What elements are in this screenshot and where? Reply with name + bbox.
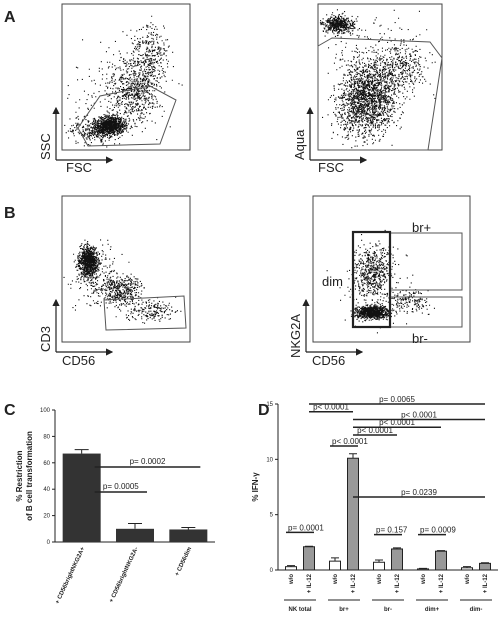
error-bar (419, 567, 427, 569)
x-tick-label: w/o (377, 574, 383, 585)
x-group-label: dim+ (425, 607, 440, 613)
bar (373, 561, 385, 571)
y-tick-label: 15 (266, 402, 273, 408)
x-tick-label: + CD56brightNKG2A- (109, 546, 140, 603)
error-bar (287, 565, 295, 567)
error-bar (331, 557, 339, 562)
bar (417, 568, 429, 571)
x-tick-label: w/o (421, 574, 427, 585)
axis-label: NKG2A (288, 314, 303, 358)
axis-label: CD3 (38, 326, 53, 352)
x-tick-label: + IL-12 (351, 573, 357, 593)
bar (347, 457, 359, 571)
error-bar (181, 526, 196, 530)
dot-cloud (63, 239, 182, 324)
panel-label: B (4, 205, 16, 222)
y-axis-label: of B cell transformation (25, 431, 34, 521)
flow-frames (61, 3, 471, 343)
p-value: p= 0.157 (376, 526, 408, 535)
bar (479, 562, 491, 571)
x-tick-label: + CD56dim (175, 546, 194, 577)
axis-label: CD56 (62, 353, 95, 368)
error-bar (393, 547, 401, 549)
y-tick-label: 60 (43, 461, 50, 467)
bar (435, 550, 447, 571)
x-group-label: NK total (289, 607, 312, 613)
gate-label: br+ (412, 220, 431, 235)
p-value: p< 0.0001 (313, 403, 349, 412)
error-bar (375, 559, 383, 563)
x-group-label: br- (384, 607, 392, 613)
gate-label: dim (322, 274, 343, 289)
bar (329, 560, 341, 571)
y-tick-label: 0 (47, 540, 51, 546)
p-value: p= 0.0065 (379, 395, 415, 404)
x-group-label: br+ (339, 607, 349, 613)
error-bar (305, 545, 313, 547)
y-axis-label: % Restriction (15, 450, 24, 501)
x-tick-label: + IL-12 (395, 573, 401, 593)
axis-label: CD56 (312, 353, 345, 368)
p-value: p< 0.0001 (357, 426, 393, 435)
error-bar (481, 562, 489, 564)
x-tick-label: + CD56brightNKG2A+ (55, 546, 87, 605)
dot-cloud (319, 9, 436, 149)
panel-label: A (4, 9, 16, 26)
x-tick-label: w/o (465, 574, 471, 585)
y-axis-label: % IFN-γ (251, 472, 260, 502)
y-tick-label: 10 (266, 457, 273, 463)
error-bar (349, 453, 357, 459)
bar (285, 566, 297, 571)
gate-label: br- (412, 331, 428, 346)
y-tick-label: 40 (43, 487, 50, 493)
bar (461, 567, 473, 571)
x-tick-label: + IL-12 (307, 573, 313, 593)
bar (62, 453, 101, 542)
bar (391, 548, 403, 571)
p-value: p= 0.0005 (103, 482, 139, 491)
error-bar (128, 523, 142, 529)
axis-arrows (52, 106, 368, 356)
axis-label: FSC (66, 160, 92, 175)
axis-label: SSC (38, 133, 53, 160)
dot-cloud (64, 15, 183, 148)
bar (303, 546, 315, 571)
dot-cloud (326, 229, 435, 334)
x-group-label: dim- (470, 607, 483, 613)
y-tick-label: 20 (43, 514, 50, 520)
p-value: p= 0.0009 (420, 526, 456, 535)
p-value: p= 0.0239 (401, 488, 437, 497)
p-value: p< 0.0001 (332, 437, 368, 446)
axis-label: Aqua (292, 129, 307, 160)
error-bar (437, 550, 445, 552)
bar (116, 528, 154, 542)
y-tick-label: 80 (43, 434, 50, 440)
p-value: p< 0.0001 (401, 410, 437, 419)
x-tick-label: w/o (289, 574, 295, 585)
p-value: p= 0.0002 (130, 457, 166, 466)
x-tick-label: + IL-12 (439, 573, 445, 593)
panel-label: D (258, 402, 270, 419)
p-value: p= 0.0001 (288, 523, 324, 532)
axis-label: FSC (318, 160, 344, 175)
error-bar (74, 449, 89, 454)
y-tick-label: 5 (270, 513, 274, 519)
y-tick-label: 0 (270, 568, 274, 574)
dot-clouds (63, 9, 436, 334)
x-tick-label: w/o (333, 574, 339, 585)
error-bar (463, 566, 471, 568)
gates (77, 37, 463, 331)
y-tick-label: 100 (40, 408, 51, 414)
bar (169, 529, 208, 542)
x-tick-label: + IL-12 (483, 573, 489, 593)
panel-label: C (4, 402, 16, 419)
p-value: p< 0.0001 (379, 418, 415, 427)
